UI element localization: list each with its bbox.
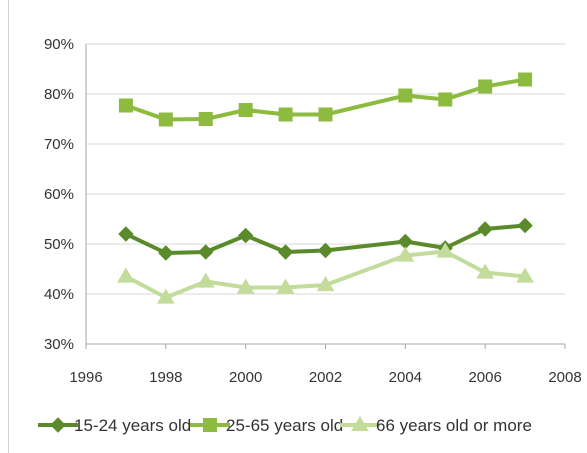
y-tick-label: 70%: [44, 136, 74, 153]
y-tick-label: 30%: [44, 336, 74, 353]
y-tick-label: 40%: [44, 286, 74, 303]
x-tick-label: 2000: [229, 369, 262, 386]
data-point-series-1: [278, 107, 293, 122]
data-point-series-1: [438, 92, 453, 107]
data-point-series-2: [516, 267, 534, 283]
data-point-series-1: [518, 72, 533, 87]
data-point-series-1: [318, 107, 333, 122]
series-line-1: [123, 77, 528, 122]
data-point-series-2: [196, 272, 215, 288]
data-point-series-2: [396, 246, 415, 262]
data-point-series-2: [236, 278, 255, 294]
x-tick-label: 2006: [468, 369, 501, 386]
legend-label-1: 25-65 years old: [226, 416, 343, 435]
series-line-0: [123, 223, 528, 255]
legend-marker-0: [50, 417, 66, 433]
data-point-series-2: [156, 288, 175, 304]
data-point-series-0: [277, 244, 294, 260]
data-point-series-0: [158, 245, 174, 261]
data-point-series-0: [198, 244, 214, 260]
data-point-series-1: [478, 79, 493, 94]
data-point-series-1: [198, 112, 213, 126]
data-point-series-0: [397, 233, 414, 250]
x-tick-label: 2004: [389, 369, 422, 386]
series-line-2: [123, 249, 528, 300]
y-tick-label: 60%: [44, 186, 74, 203]
legend-marker-2: [351, 416, 369, 432]
data-point-series-1: [238, 103, 253, 117]
x-tick-label: 1996: [69, 369, 102, 386]
data-point-series-2: [476, 263, 495, 279]
data-point-series-1: [398, 88, 413, 103]
x-tick-label: 2008: [548, 369, 581, 386]
left-border-line: [8, 0, 9, 453]
y-tick-label: 50%: [44, 236, 74, 253]
data-point-series-0: [317, 242, 334, 259]
x-tick-label: 2002: [309, 369, 342, 386]
data-point-series-0: [517, 217, 533, 234]
data-point-series-1: [158, 112, 173, 127]
legend-marker-1: [203, 418, 217, 432]
data-point-series-2: [117, 267, 135, 283]
data-point-series-2: [436, 242, 455, 258]
data-point-series-0: [237, 227, 254, 244]
data-point-series-2: [276, 278, 295, 294]
x-tick-label: 1998: [149, 369, 182, 386]
y-tick-label: 80%: [44, 86, 74, 103]
data-point-series-1: [118, 98, 133, 113]
data-point-series-0: [477, 221, 493, 237]
y-tick-label: 90%: [44, 36, 74, 53]
legend-label-2: 66 years old or more: [376, 416, 532, 435]
data-point-series-2: [316, 276, 335, 292]
legend-label-0: 15-24 years old: [74, 416, 191, 435]
data-point-series-0: [118, 226, 134, 242]
